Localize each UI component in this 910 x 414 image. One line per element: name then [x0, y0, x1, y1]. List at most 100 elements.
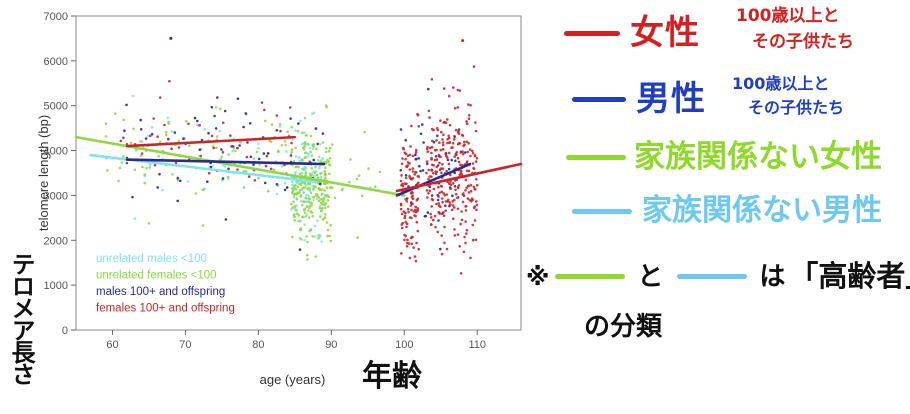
y-tick-label: 1000	[44, 280, 68, 292]
data-point	[467, 169, 471, 173]
data-point	[310, 211, 314, 214]
data-point	[434, 155, 438, 158]
data-point	[400, 226, 404, 230]
data-point	[469, 154, 472, 158]
data-point	[404, 176, 408, 180]
data-point	[415, 198, 419, 202]
data-point	[318, 167, 321, 170]
data-point	[321, 199, 325, 202]
data-point	[465, 122, 469, 125]
data-point	[403, 151, 407, 154]
data-point	[263, 108, 266, 112]
data-point	[132, 127, 135, 131]
data-point	[327, 205, 330, 208]
data-point	[291, 206, 295, 209]
x-tick-label: 60	[106, 339, 118, 351]
data-point	[437, 219, 440, 222]
data-point	[302, 200, 306, 204]
data-point	[317, 234, 320, 237]
data-point	[455, 151, 459, 154]
y-tick-label: 7000	[44, 11, 68, 23]
data-point	[428, 116, 431, 119]
data-point	[260, 101, 264, 104]
data-point	[465, 160, 469, 163]
data-point	[253, 179, 257, 182]
data-point	[425, 189, 429, 192]
data-point	[167, 137, 170, 141]
data-point	[236, 97, 240, 100]
data-point	[405, 225, 408, 229]
data-point	[444, 209, 448, 212]
data-point	[435, 170, 439, 174]
data-point	[474, 238, 478, 242]
data-point	[404, 174, 408, 177]
data-point	[312, 187, 315, 190]
data-point	[348, 180, 351, 184]
data-point	[315, 173, 319, 177]
data-point	[315, 197, 319, 201]
data-point	[414, 150, 418, 154]
data-point	[374, 185, 377, 188]
data-point	[327, 149, 331, 153]
data-point	[399, 179, 403, 183]
data-point	[438, 168, 442, 171]
data-point	[475, 183, 479, 187]
data-point	[307, 209, 310, 212]
data-point	[269, 167, 273, 171]
data-point	[427, 177, 430, 181]
x-tick-label: 100	[395, 339, 413, 351]
data-point	[188, 144, 191, 147]
data-point	[310, 167, 314, 170]
data-point	[410, 208, 413, 212]
data-point	[301, 215, 304, 219]
data-point	[317, 199, 321, 203]
data-point	[460, 218, 464, 222]
data-point	[210, 134, 214, 138]
data-point	[434, 225, 437, 229]
data-point	[186, 180, 190, 183]
data-point	[174, 161, 178, 165]
data-point	[458, 244, 462, 248]
data-point	[459, 272, 463, 275]
data-point	[403, 233, 406, 237]
data-point	[246, 141, 249, 144]
data-point	[224, 218, 228, 221]
data-point	[248, 122, 252, 125]
data-point	[144, 137, 148, 140]
data-point	[453, 134, 456, 138]
data-point	[403, 238, 406, 242]
data-point	[226, 175, 230, 179]
data-point	[104, 122, 108, 125]
data-point	[309, 150, 312, 154]
unrelated-male-line-swatch	[572, 208, 632, 214]
data-point	[196, 119, 199, 123]
data-point	[263, 181, 267, 185]
data-point	[297, 122, 300, 125]
data-point	[427, 87, 430, 91]
data-point	[150, 126, 154, 129]
data-point	[257, 142, 260, 146]
data-point	[120, 161, 124, 164]
data-point	[405, 245, 409, 248]
data-point	[264, 119, 267, 123]
data-point	[442, 87, 446, 90]
data-point	[440, 197, 444, 200]
data-point	[446, 141, 449, 145]
data-point	[460, 133, 464, 137]
female-line-swatch	[564, 30, 620, 36]
data-point	[409, 145, 412, 148]
data-point	[299, 237, 303, 241]
data-point	[319, 175, 323, 179]
data-point	[300, 131, 304, 135]
data-point	[178, 179, 182, 183]
data-point	[153, 163, 157, 167]
data-point	[272, 168, 276, 171]
data-point	[220, 155, 223, 159]
data-point	[447, 162, 451, 166]
data-point	[280, 165, 284, 168]
data-point	[330, 143, 334, 146]
data-point	[325, 147, 328, 150]
data-point	[454, 159, 457, 163]
data-point	[355, 177, 359, 181]
data-point	[173, 131, 177, 134]
